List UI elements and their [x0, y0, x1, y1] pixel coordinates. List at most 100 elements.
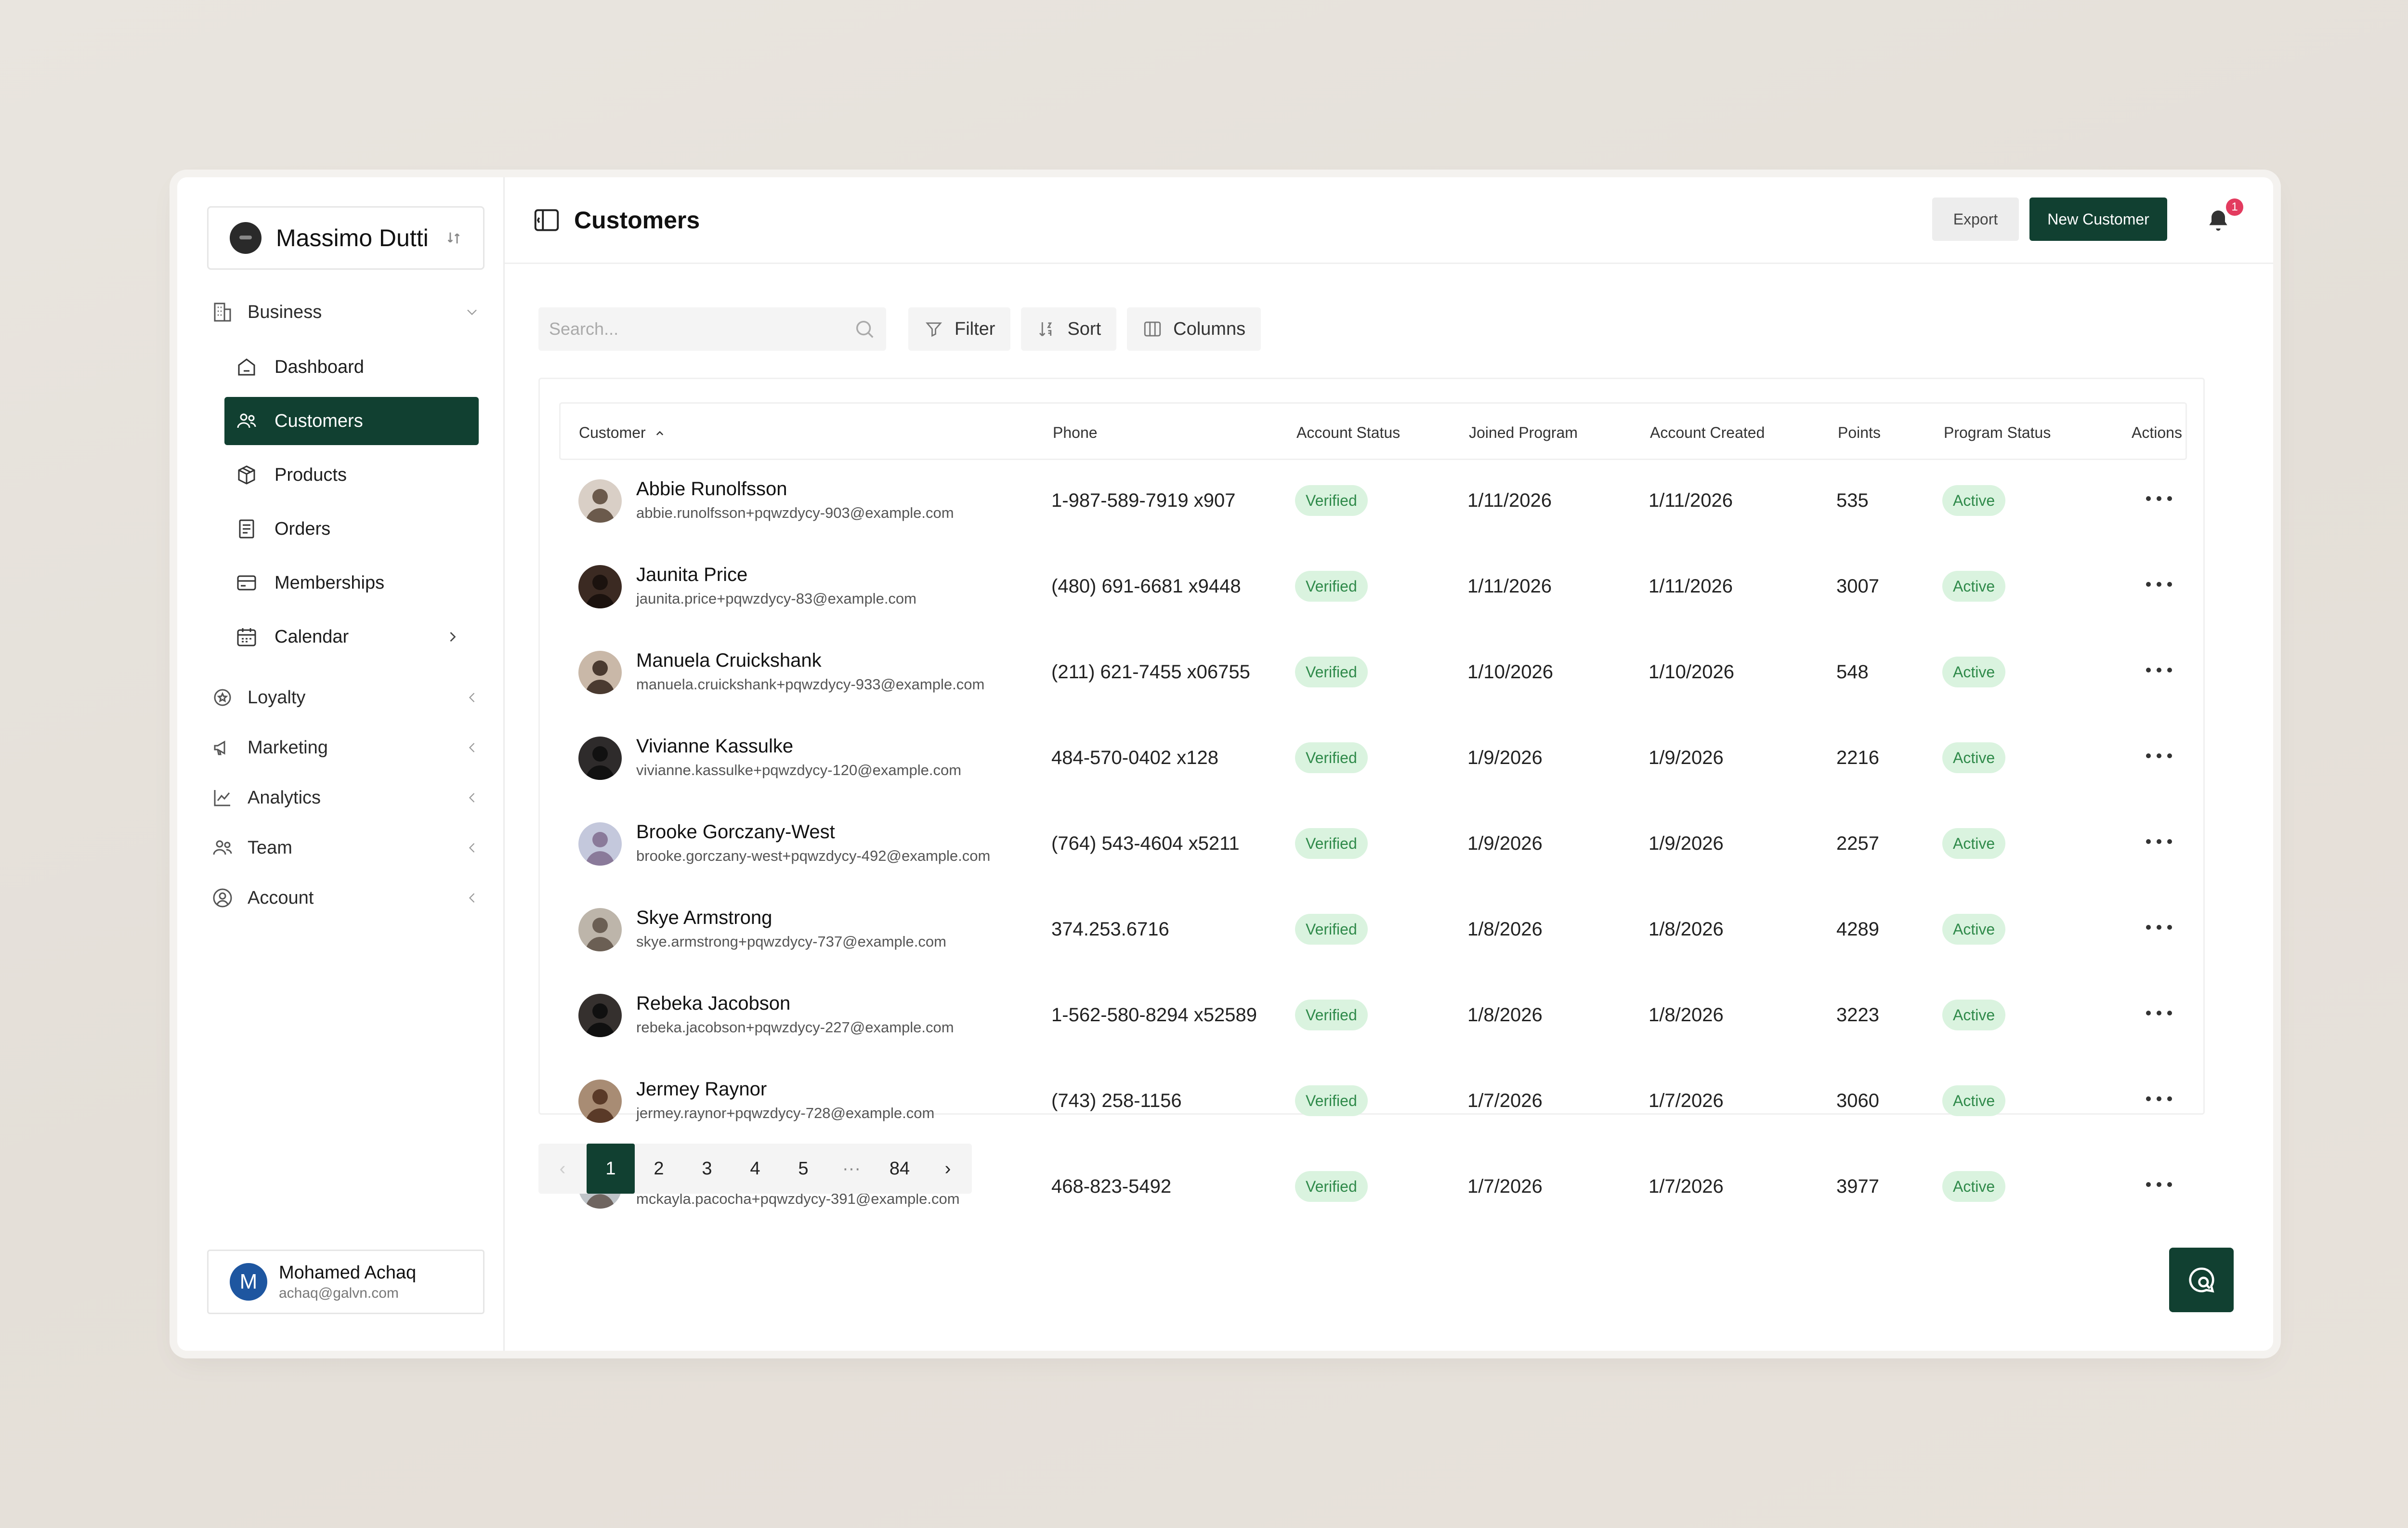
account-created-date: 1/7/2026	[1649, 1090, 1724, 1111]
page-button-2[interactable]: 2	[654, 1158, 664, 1179]
page-button-last[interactable]: 84	[889, 1158, 910, 1179]
joined-program-date: 1/11/2026	[1467, 490, 1552, 511]
points-value: 2216	[1836, 747, 1879, 768]
more-actions-icon[interactable]	[2145, 1008, 2173, 1018]
joined-program-date: 1/10/2026	[1467, 661, 1553, 683]
account-created-date: 1/8/2026	[1649, 919, 1724, 940]
bell-icon[interactable]	[2205, 206, 2232, 235]
customer-email: rebeka.jacobson+pqwzdycy-227@example.com	[636, 1019, 954, 1036]
column-header-program-status[interactable]: Program Status	[1944, 424, 2051, 442]
search-input[interactable]	[549, 319, 853, 339]
column-header-phone[interactable]: Phone	[1053, 424, 1098, 442]
column-header-joined-program[interactable]: Joined Program	[1469, 424, 1578, 442]
points-value: 4289	[1836, 919, 1879, 940]
table-row[interactable]: Manuela Cruickshank manuela.cruickshank+…	[559, 637, 2187, 707]
customer-avatar	[578, 651, 622, 694]
box-icon	[238, 465, 255, 485]
prev-page-button[interactable]: ‹	[559, 1158, 566, 1179]
column-header-account-created[interactable]: Account Created	[1650, 424, 1765, 442]
org-switcher[interactable]: Massimo Dutti	[207, 206, 484, 270]
more-actions-icon[interactable]	[2145, 751, 2173, 761]
app-window: Massimo Dutti Business Dashboard Custome…	[177, 177, 2273, 1351]
columns-button[interactable]: Columns	[1127, 307, 1261, 351]
badge-star-icon	[214, 689, 231, 706]
sidebar-item-customers[interactable]: Customers	[224, 397, 479, 445]
page-button-5[interactable]: 5	[798, 1158, 809, 1179]
sort-button[interactable]: Sort	[1021, 307, 1117, 351]
nav-group-label: Marketing	[248, 737, 328, 758]
joined-program-date: 1/11/2026	[1467, 576, 1552, 597]
next-page-button[interactable]: ›	[944, 1158, 951, 1179]
program-status-badge: Active	[1942, 485, 2006, 516]
sidebar-item-memberships[interactable]: Memberships	[224, 559, 479, 607]
receipt-icon	[239, 519, 254, 539]
chevron-down-icon	[467, 309, 477, 316]
points-value: 548	[1836, 661, 1869, 683]
table-row[interactable]: Jermey Raynor jermey.raynor+pqwzdycy-728…	[559, 1066, 2187, 1136]
customer-email: jermey.raynor+pqwzdycy-728@example.com	[636, 1105, 935, 1121]
nav-group-marketing[interactable]: Marketing	[207, 728, 484, 767]
megaphone-icon	[214, 740, 225, 755]
export-button[interactable]: Export	[1932, 198, 2019, 241]
column-header-points[interactable]: Points	[1838, 424, 1881, 442]
nav-group-business[interactable]: Business	[207, 293, 484, 331]
more-actions-icon[interactable]	[2145, 1094, 2173, 1104]
page-button-3[interactable]: 3	[702, 1158, 712, 1179]
nav-group-label: Loyalty	[248, 687, 306, 708]
program-status-badge: Active	[1942, 828, 2006, 859]
chevron-left-icon	[469, 793, 475, 803]
nav-group-analytics[interactable]: Analytics	[207, 778, 484, 817]
nav-group-team[interactable]: Team	[207, 829, 484, 867]
table-row[interactable]: Abbie Runolfsson abbie.runolfsson+pqwzdy…	[559, 466, 2187, 536]
customer-name[interactable]: Vivianne Kassulke	[636, 736, 794, 757]
customer-name[interactable]: Rebeka Jacobson	[636, 993, 791, 1014]
customer-name[interactable]: Skye Armstrong	[636, 907, 772, 928]
chevron-left-icon	[469, 693, 475, 702]
more-actions-icon[interactable]	[2145, 922, 2173, 932]
page-title: Customers	[574, 207, 700, 234]
sidebar-toggle-icon[interactable]	[532, 205, 562, 235]
more-actions-icon[interactable]	[2145, 1180, 2173, 1189]
table-row[interactable]: Brooke Gorczany-West brooke.gorczany-wes…	[559, 809, 2187, 879]
table-row[interactable]: Jaunita Price jaunita.price+pqwzdycy-83@…	[559, 552, 2187, 621]
more-actions-icon[interactable]	[2145, 837, 2173, 846]
sidebar-item-dashboard[interactable]: Dashboard	[224, 343, 479, 391]
joined-program-date: 1/9/2026	[1467, 833, 1543, 854]
sidebar-item-calendar[interactable]: Calendar	[224, 613, 479, 661]
page-button-4[interactable]: 4	[750, 1158, 760, 1179]
nav-group-loyalty[interactable]: Loyalty	[207, 678, 484, 717]
sidebar-item-products[interactable]: Products	[224, 451, 479, 499]
card-icon	[237, 575, 256, 591]
column-header-customer[interactable]: Customer	[579, 424, 667, 442]
column-label: Actions	[2132, 424, 2182, 441]
filter-label: Filter	[955, 318, 995, 339]
user-name: Mohamed Achaq	[279, 1262, 417, 1283]
customer-name[interactable]: Abbie Runolfsson	[636, 478, 787, 500]
customer-phone: (743) 258-1156	[1051, 1090, 1182, 1111]
sidebar-item-orders[interactable]: Orders	[224, 505, 479, 553]
column-header-actions: Actions	[2132, 424, 2182, 442]
user-profile[interactable]: M Mohamed Achaq achaq@galvn.com	[207, 1250, 484, 1314]
customer-name[interactable]: Brooke Gorczany-West	[636, 821, 835, 843]
more-actions-icon[interactable]	[2145, 580, 2173, 589]
more-actions-icon[interactable]	[2145, 665, 2173, 675]
customer-name[interactable]: Jaunita Price	[636, 564, 748, 585]
page-button-1[interactable]: 1	[587, 1144, 635, 1194]
customer-name[interactable]: Manuela Cruickshank	[636, 650, 822, 671]
customer-email: jaunita.price+pqwzdycy-83@example.com	[636, 590, 916, 607]
new-customer-button[interactable]: New Customer	[2029, 198, 2167, 241]
joined-program-date: 1/8/2026	[1467, 1004, 1543, 1026]
more-actions-icon[interactable]	[2145, 494, 2173, 503]
account-created-date: 1/10/2026	[1649, 661, 1734, 683]
chat-button[interactable]	[2169, 1248, 2234, 1312]
table-row[interactable]: Rebeka Jacobson rebeka.jacobson+pqwzdycy…	[559, 980, 2187, 1050]
table-row[interactable]: Skye Armstrong skye.armstrong+pqwzdycy-7…	[559, 895, 2187, 964]
table-row[interactable]: Vivianne Kassulke vivianne.kassulke+pqwz…	[559, 723, 2187, 793]
customer-name[interactable]: Jermey Raynor	[636, 1079, 767, 1100]
nav-group-account[interactable]: Account	[207, 879, 484, 917]
user-info: Mohamed Achaq achaq@galvn.com	[279, 1263, 416, 1302]
business-submenu: Dashboard Customers Products Orders Memb…	[224, 343, 479, 661]
filter-button[interactable]: Filter	[908, 307, 1011, 351]
column-label: Points	[1838, 424, 1881, 441]
column-header-account-status[interactable]: Account Status	[1296, 424, 1400, 442]
